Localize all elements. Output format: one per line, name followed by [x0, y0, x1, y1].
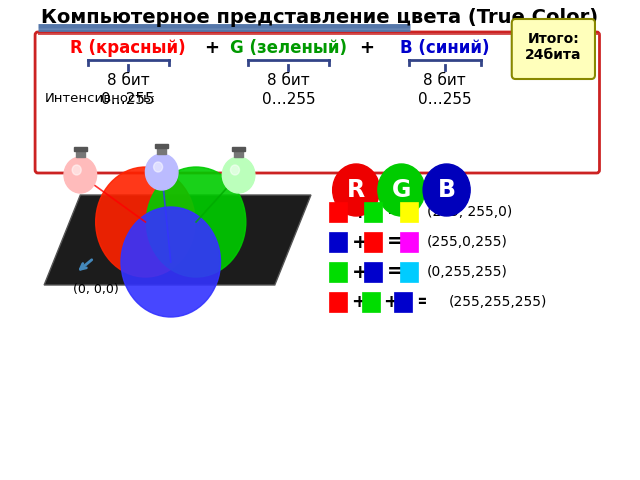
Circle shape [378, 164, 425, 216]
Circle shape [64, 157, 97, 193]
Text: +: + [383, 293, 398, 311]
Text: =: = [387, 232, 403, 252]
Text: (255,0,255): (255,0,255) [427, 235, 508, 249]
Bar [156, 144, 168, 148]
Text: +: + [351, 293, 365, 311]
Bar [399, 262, 418, 282]
Circle shape [72, 165, 81, 175]
Bar [329, 202, 347, 222]
Bar [234, 150, 243, 157]
Circle shape [147, 167, 246, 277]
Bar [157, 147, 166, 154]
Text: G: G [392, 178, 411, 202]
Text: +: + [351, 232, 368, 252]
Bar [399, 232, 418, 252]
Bar [76, 150, 85, 157]
Text: Компьютерное представление цвета (True Color): Компьютерное представление цвета (True C… [42, 8, 598, 27]
Bar [364, 262, 383, 282]
Text: 0…255: 0…255 [262, 92, 315, 107]
Text: +: + [351, 203, 368, 221]
Text: 0…255: 0…255 [101, 92, 155, 107]
Text: +: + [204, 39, 219, 57]
Text: (255, 255,0): (255, 255,0) [427, 205, 512, 219]
Text: 8 бит: 8 бит [107, 73, 150, 88]
Text: R (красный): R (красный) [70, 39, 186, 57]
Text: Интенсивность:: Интенсивность: [45, 92, 156, 105]
FancyBboxPatch shape [35, 32, 600, 173]
Text: 8 бит: 8 бит [267, 73, 310, 88]
Polygon shape [44, 195, 311, 285]
Bar [362, 292, 380, 312]
Circle shape [230, 165, 239, 175]
Bar [329, 262, 347, 282]
Text: 8 бит: 8 бит [424, 73, 466, 88]
Bar [364, 202, 383, 222]
Circle shape [154, 162, 163, 172]
Text: =: = [387, 203, 403, 221]
Text: (255,255,255): (255,255,255) [449, 295, 547, 309]
Text: =: = [387, 263, 403, 281]
Bar [399, 202, 418, 222]
Text: (0,255,255): (0,255,255) [427, 265, 508, 279]
Text: +: + [360, 39, 374, 57]
Text: Итого:
24бита: Итого: 24бита [525, 32, 582, 62]
Bar [329, 232, 347, 252]
Text: =: = [416, 293, 431, 311]
Bar [364, 232, 383, 252]
Circle shape [333, 164, 380, 216]
Bar [232, 147, 245, 151]
Text: R: R [347, 178, 365, 202]
Text: +: + [351, 263, 368, 281]
Circle shape [222, 157, 255, 193]
Text: (0, 0,0): (0, 0,0) [73, 283, 118, 296]
FancyBboxPatch shape [512, 19, 595, 79]
Text: В (синий): В (синий) [400, 39, 490, 57]
Bar [394, 292, 412, 312]
Circle shape [121, 207, 221, 317]
Bar [329, 292, 347, 312]
Circle shape [145, 154, 178, 190]
Bar [74, 147, 86, 151]
Bar [427, 292, 445, 312]
Circle shape [96, 167, 195, 277]
Text: B: B [438, 178, 456, 202]
Circle shape [423, 164, 470, 216]
Text: 0…255: 0…255 [418, 92, 472, 107]
Text: G (зеленый): G (зеленый) [230, 39, 347, 57]
